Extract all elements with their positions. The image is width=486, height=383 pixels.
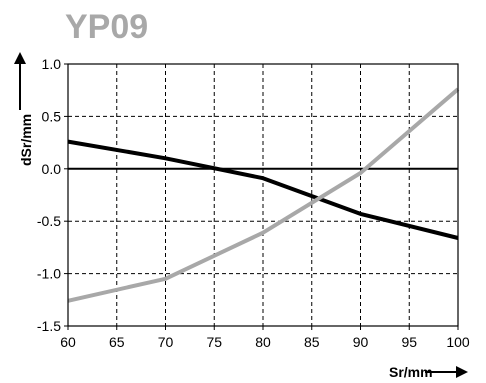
y-tick-label: -1.0 bbox=[37, 266, 61, 282]
grid bbox=[68, 64, 458, 326]
x-tick-label: 100 bbox=[446, 334, 470, 350]
series-line-1 bbox=[67, 139, 459, 240]
x-tick-label: 85 bbox=[304, 334, 320, 350]
y-axis-label: dSr/mm bbox=[18, 114, 34, 166]
x-axis-label-group: Sr/mm bbox=[389, 364, 468, 380]
y-tick-label: -0.5 bbox=[37, 213, 61, 229]
y-axis-arrow-head bbox=[14, 52, 26, 64]
x-tick-label: 90 bbox=[353, 334, 369, 350]
x-tick-label: 95 bbox=[401, 334, 417, 350]
y-axis-label-group: dSr/mm bbox=[14, 52, 34, 166]
x-tick-label: 75 bbox=[206, 334, 222, 350]
y-tick-label: 1.0 bbox=[42, 56, 62, 72]
chart-title: YP09 bbox=[65, 8, 148, 46]
x-tick-label: 60 bbox=[60, 334, 76, 350]
y-tick-label: -1.5 bbox=[37, 318, 61, 334]
x-tick-label: 65 bbox=[109, 334, 125, 350]
series-line-2 bbox=[67, 87, 460, 303]
x-axis-arrow-head bbox=[456, 366, 468, 378]
x-axis-label: Sr/mm bbox=[389, 364, 433, 380]
y-tick-label: 0.5 bbox=[42, 108, 62, 124]
tick-labels: 60 65 70 75 80 85 90 95 100 1.0 0.5 0.0 -0.5 -1.0 -1.5 bbox=[37, 56, 470, 350]
series-group bbox=[67, 87, 460, 303]
y-tick-label: 0.0 bbox=[42, 161, 62, 177]
x-tick-label: 70 bbox=[158, 334, 174, 350]
x-tick-label: 80 bbox=[255, 334, 271, 350]
